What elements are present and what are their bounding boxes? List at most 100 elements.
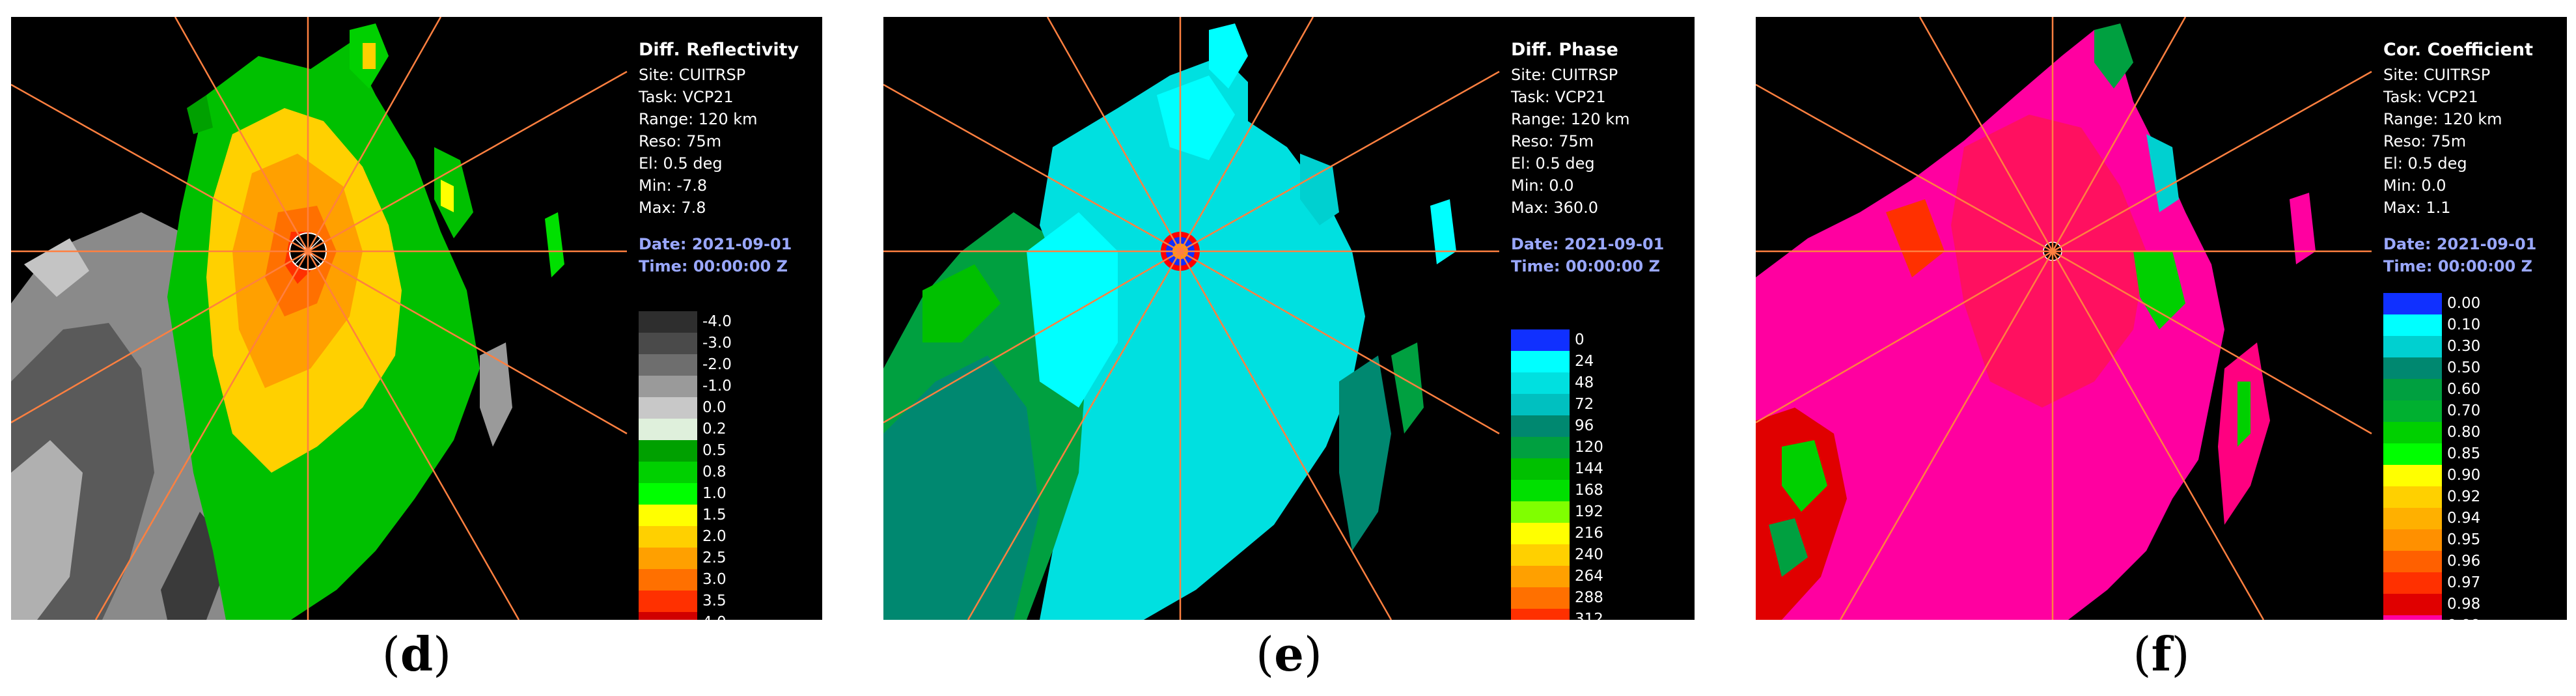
legend-swatch — [639, 311, 697, 333]
legend-label: 0.85 — [2447, 445, 2481, 462]
time-label: Time: 00:00:00 Z — [1511, 257, 1660, 275]
legend-swatch — [2383, 357, 2442, 379]
legend-label: 0.0 — [702, 399, 727, 416]
radar-panel-diff-reflectivity: Diff. Reflectivity Site: CUITRSP Task: V… — [11, 17, 822, 620]
legend-swatch — [1511, 372, 1570, 394]
caption-letter: d — [400, 626, 434, 682]
radar-panel-diff-phase: Diff. Phase Site: CUITRSP Task: VCP21 Ra… — [883, 17, 1695, 620]
caption-f: (f) — [2133, 626, 2190, 682]
radar-info-block: Diff. Phase Site: CUITRSP Task: VCP21 Ra… — [1511, 39, 1664, 277]
max-label: Max: 7.8 — [639, 199, 706, 217]
legend-swatch — [639, 333, 697, 354]
legend-swatch — [2383, 400, 2442, 422]
legend-swatch — [639, 419, 697, 440]
legend-label: 3.5 — [702, 592, 727, 609]
site-label: Site: CUITRSP — [1511, 66, 1618, 84]
legend-swatch — [639, 440, 697, 462]
min-label: Min: 0.0 — [1511, 176, 1574, 195]
legend-label: 0.94 — [2447, 510, 2481, 527]
legend-swatch — [1511, 544, 1570, 566]
legend-label: 0.60 — [2447, 381, 2481, 398]
legend-label: 0.30 — [2447, 338, 2481, 355]
caption-d: (d) — [381, 626, 452, 682]
legend-label: 0.5 — [702, 442, 727, 459]
range-label: Range: 120 km — [2383, 110, 2502, 128]
task-label: Task: VCP21 — [639, 88, 734, 106]
legend-swatch — [1511, 587, 1570, 609]
legend-label: 216 — [1575, 525, 1603, 542]
legend-swatch — [2383, 486, 2442, 508]
legend-label: 0.99 — [2447, 615, 2480, 620]
range-label: Range: 120 km — [1511, 110, 1630, 128]
legend-label: 0.98 — [2447, 596, 2481, 613]
legend-swatch — [1511, 480, 1570, 501]
radar-image-cor-coefficient — [1756, 17, 2372, 620]
legend-label: -4.0 — [702, 313, 732, 330]
elevation-label: El: 0.5 deg — [1511, 154, 1595, 173]
date-label: Date: 2021-09-01 — [639, 235, 792, 253]
task-label: Task: VCP21 — [2383, 88, 2478, 106]
legend-swatch — [639, 526, 697, 548]
legend-swatch — [639, 462, 697, 483]
legend-label: 0.2 — [702, 421, 727, 438]
legend-label: 312 — [1575, 611, 1603, 620]
legend-swatch — [2383, 465, 2442, 486]
legend-swatch — [639, 569, 697, 591]
legend-swatch — [1511, 523, 1570, 544]
legend-swatch — [1511, 501, 1570, 523]
legend-swatch — [1511, 458, 1570, 480]
legend-swatch — [2383, 572, 2442, 594]
legend-swatch — [1511, 566, 1570, 587]
legend-swatch — [2383, 508, 2442, 529]
legend-label: 1.0 — [702, 485, 727, 502]
date-label: Date: 2021-09-01 — [1511, 235, 1665, 253]
legend-label: 144 — [1575, 460, 1603, 477]
legend-swatch — [2383, 293, 2442, 314]
legend-label: 72 — [1575, 396, 1594, 413]
caption-e: (e) — [1256, 626, 1322, 682]
radar-image-diff-phase — [883, 17, 1500, 620]
legend-swatch — [2383, 615, 2442, 620]
legend-label: 0.80 — [2447, 424, 2481, 441]
legend-label: 4.0 — [702, 612, 727, 620]
product-title: Diff. Phase — [1511, 40, 1618, 60]
site-label: Site: CUITRSP — [2383, 66, 2491, 84]
legend-label: 96 — [1575, 417, 1594, 434]
legend-swatch — [639, 397, 697, 419]
legend-label: 0.95 — [2447, 531, 2481, 548]
legend-label: 0.00 — [2447, 295, 2481, 312]
legend-swatch — [639, 612, 697, 620]
legend-label: 120 — [1575, 439, 1603, 456]
legend-swatch — [2383, 594, 2442, 615]
legend-label: 0.50 — [2447, 359, 2481, 376]
legend-label: 240 — [1575, 546, 1603, 563]
elevation-label: El: 0.5 deg — [639, 154, 723, 173]
legend-swatch — [1511, 415, 1570, 437]
max-label: Max: 360.0 — [1511, 199, 1599, 217]
legend-swatch — [1511, 351, 1570, 372]
legend-label: 0.92 — [2447, 488, 2481, 505]
legend-swatch — [2383, 551, 2442, 572]
legend-swatch — [639, 505, 697, 526]
legend-label: 2.0 — [702, 528, 727, 545]
legend-swatch — [2383, 529, 2442, 551]
legend-label: 192 — [1575, 503, 1603, 520]
elevation-label: El: 0.5 deg — [2383, 154, 2467, 173]
product-title: Cor. Coefficient — [2383, 40, 2533, 60]
min-label: Min: 0.0 — [2383, 176, 2446, 195]
reso-label: Reso: 75m — [639, 132, 722, 150]
legend-swatch — [2383, 314, 2442, 336]
legend-label: -3.0 — [702, 335, 732, 352]
legend-swatch — [639, 591, 697, 612]
radar-info-block: Cor. Coefficient Site: CUITRSP Task: VCP… — [2383, 39, 2536, 277]
legend-label: 0.70 — [2447, 402, 2481, 419]
legend-label: 0.96 — [2447, 553, 2481, 570]
legend-swatch — [1511, 437, 1570, 458]
legend-swatch — [2383, 443, 2442, 465]
legend-label: 264 — [1575, 568, 1603, 585]
legend-label: 0.10 — [2447, 316, 2481, 333]
legend-label: 2.5 — [702, 550, 727, 566]
task-label: Task: VCP21 — [1511, 88, 1606, 106]
legend-label: -1.0 — [702, 378, 732, 395]
legend-swatch — [2383, 336, 2442, 357]
